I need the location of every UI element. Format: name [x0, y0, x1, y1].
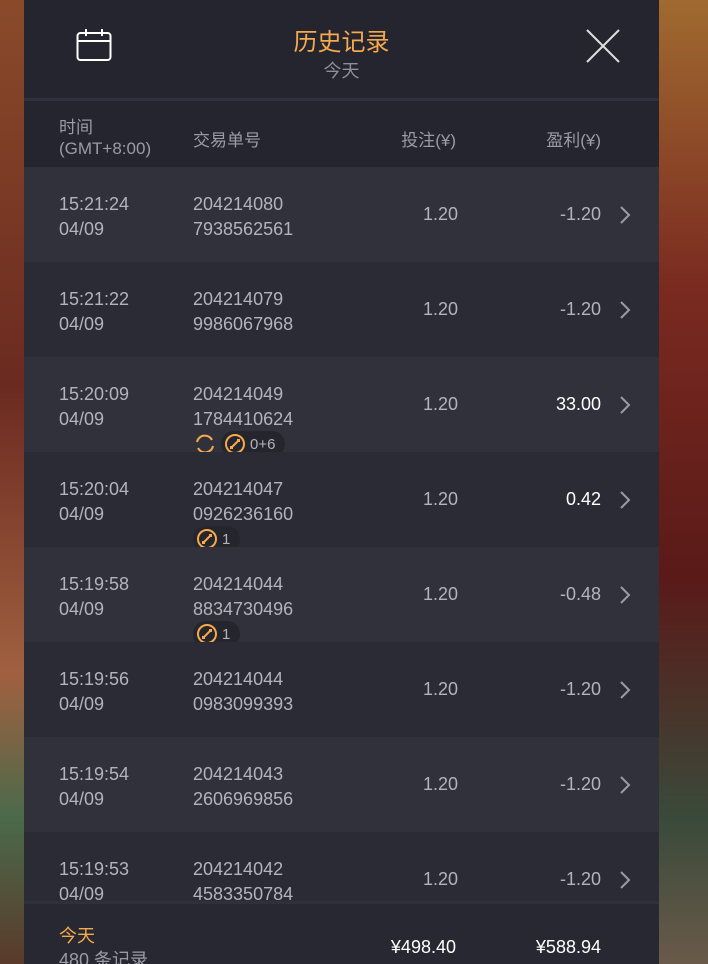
chevron-right-icon[interactable]	[619, 300, 631, 320]
row-id-part2: 4583350784	[193, 884, 294, 904]
col-id: 交易单号	[193, 131, 261, 150]
row-date: 04/09	[59, 694, 105, 714]
row-date: 04/09	[59, 599, 105, 619]
row-id-part1: 204214047	[193, 479, 284, 499]
table-row[interactable]: 15:21:22 04/09 204214079 9986067968 1.20 -1…	[24, 262, 659, 357]
summary-period: 今天	[59, 926, 95, 946]
row-id-part1: 204214042	[193, 859, 284, 879]
table-row[interactable]: 15:20:04 04/09 204214047 0926236160 1 1.20 0…	[24, 452, 659, 552]
row-time: 15:21:24	[59, 194, 130, 214]
row-id-part1: 204214080	[193, 194, 284, 214]
table-row[interactable]: 15:21:24 04/09 204214080 7938562561 1.20 -1…	[24, 167, 659, 262]
row-id-part2: 8834730496	[193, 599, 294, 619]
row-id-part2: 9986067968	[193, 314, 294, 334]
row-profit: -1.20	[559, 299, 601, 319]
row-bet: 1.20	[422, 584, 458, 604]
chevron-right-icon[interactable]	[619, 585, 631, 605]
row-id-part1: 204214079	[193, 289, 284, 309]
date-filter-label: 今天	[323, 61, 360, 81]
row-date: 04/09	[59, 219, 105, 239]
row-profit: -1.20	[559, 679, 601, 699]
col-timezone: (GMT+8:00)	[59, 139, 152, 158]
total-bet: ¥498.40	[390, 937, 456, 957]
row-id-part1: 204214044	[193, 669, 284, 689]
chevron-right-icon[interactable]	[619, 680, 631, 700]
total-profit: ¥588.94	[535, 937, 601, 957]
row-time: 15:21:22	[59, 289, 130, 309]
row-time: 15:19:58	[59, 574, 130, 594]
row-bet: 1.20	[422, 394, 458, 414]
col-bet: 投注(¥)	[401, 131, 456, 150]
table-row[interactable]: 15:19:56 04/09 204214044 0983099393 1.20 -1…	[24, 642, 659, 737]
row-profit: -1.20	[559, 774, 601, 794]
chevron-right-icon[interactable]	[619, 870, 631, 890]
background-scene-right	[659, 0, 708, 964]
column-headers: 时间 (GMT+8:00) 交易单号 投注(¥) 盈利(¥)	[24, 101, 659, 167]
row-bet: 1.20	[422, 679, 458, 699]
chevron-right-icon[interactable]	[619, 490, 631, 510]
row-date: 04/09	[59, 504, 105, 524]
col-profit: 盈利(¥)	[546, 131, 601, 150]
row-profit: 33.00	[555, 394, 601, 414]
row-time: 15:20:04	[59, 479, 130, 499]
page-title: 历史记录	[293, 29, 390, 56]
row-bet: 1.20	[422, 489, 458, 509]
background-scene-left	[0, 0, 24, 964]
summary-footer: 今天 480 条记录 ¥498.40 ¥588.94	[24, 901, 659, 964]
row-time: 15:19:56	[59, 669, 130, 689]
table-row[interactable]: 15:19:54 04/09 204214043 2606969856 1.20 -1…	[24, 737, 659, 832]
row-bet: 1.20	[422, 299, 458, 319]
chevron-right-icon[interactable]	[619, 775, 631, 795]
row-bet: 1.20	[422, 774, 458, 794]
row-bet: 1.20	[422, 204, 458, 224]
col-time: 时间	[59, 118, 93, 137]
row-time: 15:19:53	[59, 859, 130, 879]
table-row[interactable]: 15:20:09 04/09 204214049 1784410624 0+6 1.20…	[24, 357, 659, 457]
table-row[interactable]: 15:19:58 04/09 204214044 8834730496 1 1.20 -…	[24, 547, 659, 647]
row-time: 15:20:09	[59, 384, 130, 404]
row-date: 04/09	[59, 409, 105, 429]
close-icon[interactable]	[584, 27, 622, 65]
row-id-part1: 204214044	[193, 574, 284, 594]
row-bet: 1.20	[422, 869, 458, 889]
calendar-icon[interactable]	[76, 28, 112, 62]
record-count: 480 条记录	[59, 950, 149, 964]
row-id-part1: 204214049	[193, 384, 284, 404]
row-id-part2: 2606969856	[193, 789, 294, 809]
row-id-part1: 204214043	[193, 764, 284, 784]
chevron-right-icon[interactable]	[619, 395, 631, 415]
row-id-part2: 0983099393	[193, 694, 294, 714]
row-profit: -1.20	[559, 869, 601, 889]
row-profit: 0.42	[565, 489, 601, 509]
row-id-part2: 7938562561	[193, 219, 294, 239]
row-id-part2: 1784410624	[193, 409, 294, 429]
row-profit: -1.20	[559, 204, 601, 224]
row-date: 04/09	[59, 314, 105, 334]
row-date: 04/09	[59, 884, 105, 904]
header: 历史记录 今天	[24, 0, 659, 101]
chevron-right-icon[interactable]	[619, 205, 631, 225]
row-id-part2: 0926236160	[193, 504, 294, 524]
row-time: 15:19:54	[59, 764, 130, 784]
row-profit: -0.48	[559, 584, 601, 604]
history-panel: 历史记录 今天 时间 (GMT+8:00) 交易单号 投注(¥) 盈利(¥) 1…	[24, 0, 659, 964]
row-date: 04/09	[59, 789, 105, 809]
